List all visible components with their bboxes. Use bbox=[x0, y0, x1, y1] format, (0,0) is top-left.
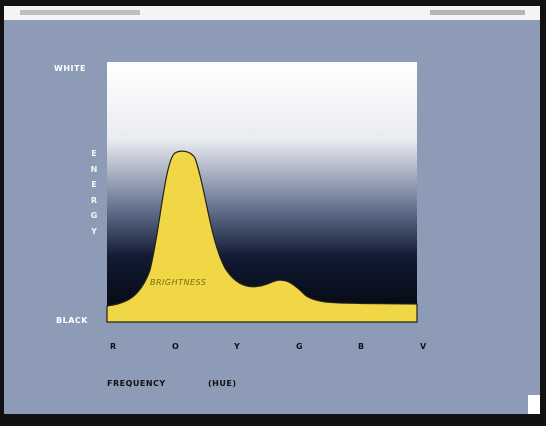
hue-letter: G bbox=[296, 342, 303, 351]
energy-label: ENERGY bbox=[90, 146, 98, 239]
hue-letter: B bbox=[358, 342, 364, 351]
brightness-label: BRIGHTNESS bbox=[150, 278, 206, 287]
menu-items[interactable] bbox=[20, 10, 140, 15]
black-label: BLACK bbox=[56, 316, 88, 325]
hue-letter: V bbox=[420, 342, 426, 351]
white-label: WHITE bbox=[54, 64, 86, 73]
menu-status bbox=[430, 10, 525, 15]
frequency-label: FREQUENCY bbox=[107, 379, 166, 388]
hue-letter: Y bbox=[234, 342, 240, 351]
hue-letter: R bbox=[110, 342, 116, 351]
scroll-corner bbox=[528, 395, 540, 414]
hue-label: (HUE) bbox=[208, 379, 236, 388]
screen: WHITE BLACK ENERGY BRIGHTNESS FREQUENCY … bbox=[0, 0, 546, 426]
hue-letter: O bbox=[172, 342, 179, 351]
